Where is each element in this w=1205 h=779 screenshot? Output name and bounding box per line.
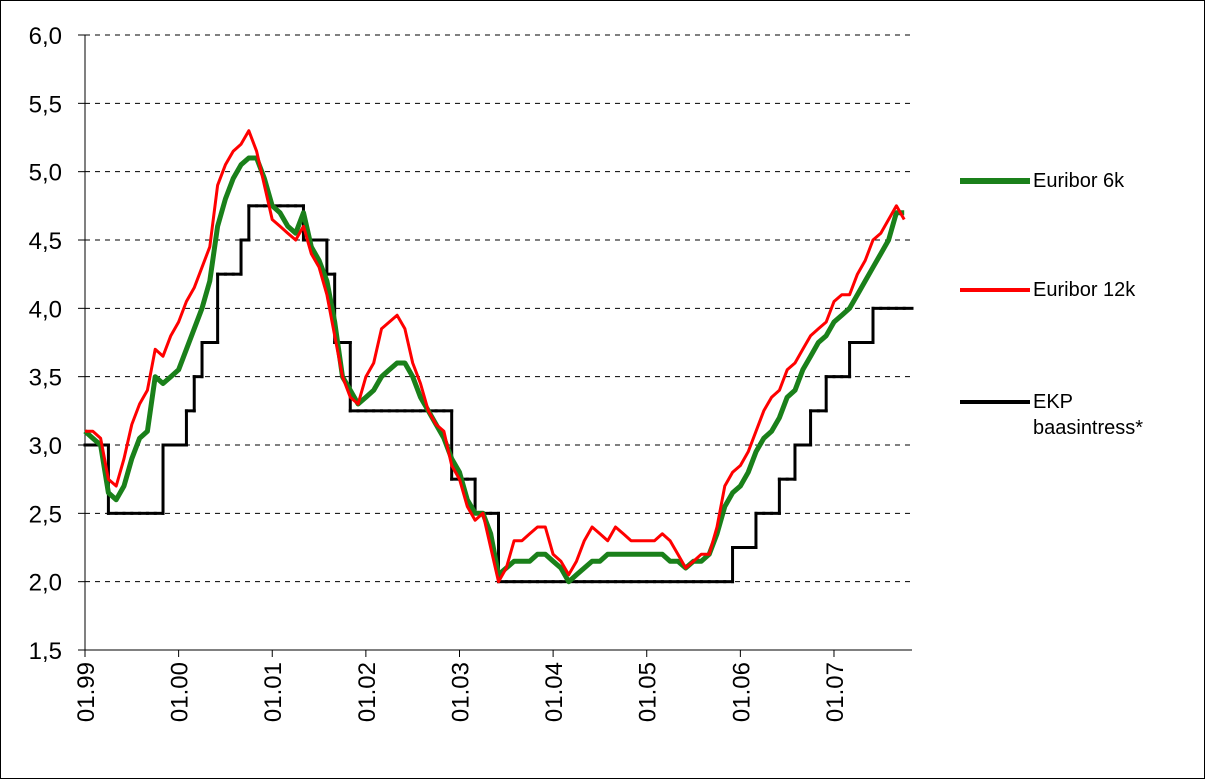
y-tick-label: 5,0 xyxy=(29,160,62,187)
legend-label: Euribor 6k xyxy=(1033,170,1125,192)
x-tick-label: 01.02 xyxy=(354,662,381,722)
y-tick-label: 4,5 xyxy=(29,228,62,255)
x-tick-label: 01.03 xyxy=(447,662,474,722)
x-tick-label: 01.00 xyxy=(167,662,194,722)
x-tick-label: 01.01 xyxy=(260,662,287,722)
series-line xyxy=(85,129,906,584)
y-tick-label: 1,5 xyxy=(29,638,62,665)
legend-label: EKP baasintress* xyxy=(1033,391,1144,439)
x-tick-label: 01.05 xyxy=(635,662,662,722)
y-tick-label: 4,0 xyxy=(29,296,62,323)
y-tick-label: 6,0 xyxy=(29,23,62,50)
y-tick-label: 3,5 xyxy=(29,365,62,392)
y-tick-label: 5,5 xyxy=(29,91,62,118)
x-tick-label: 01.07 xyxy=(822,662,849,722)
x-tick-label: 01.04 xyxy=(541,662,568,722)
y-tick-label: 2,5 xyxy=(29,501,62,528)
x-tick-label: 01.99 xyxy=(73,662,100,722)
x-tick-label: 01.06 xyxy=(728,662,755,722)
series-line xyxy=(83,155,905,585)
legend-label: Euribor 12k xyxy=(1033,279,1136,301)
y-tick-label: 2,0 xyxy=(29,570,62,597)
y-tick-label: 3,0 xyxy=(29,433,62,460)
